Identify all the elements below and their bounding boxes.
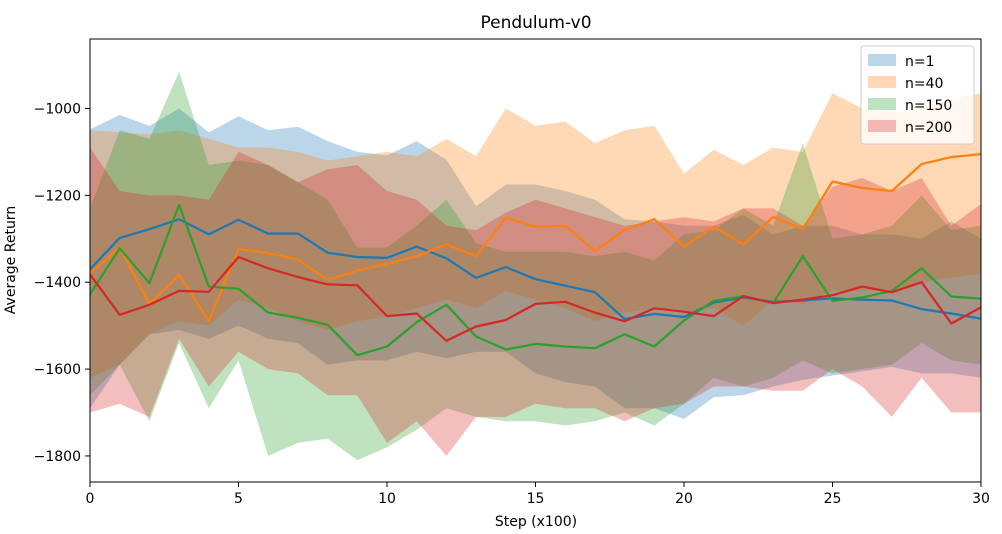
x-tick-label: 20	[675, 491, 693, 507]
confidence-bands	[90, 71, 981, 461]
x-tick-label: 15	[527, 491, 545, 507]
legend-label: n=1	[905, 54, 935, 70]
band-series-2	[90, 71, 981, 461]
line-series-1	[90, 153, 981, 323]
x-tick-label: 30	[972, 491, 990, 507]
y-axis-label: Average Return	[3, 206, 19, 314]
y-tick-label: −1200	[34, 188, 81, 204]
legend-label: n=40	[905, 76, 943, 92]
y-tick-label: −1000	[34, 101, 81, 117]
band-series-3	[90, 147, 981, 456]
x-tick-label: 10	[378, 491, 396, 507]
line-series-0	[90, 218, 981, 321]
legend-swatch	[868, 120, 896, 132]
line-series-2	[90, 203, 981, 357]
line-series-3	[90, 255, 981, 342]
band-series-0	[90, 108, 981, 419]
y-tick-label: −1600	[34, 362, 81, 378]
band-series-1	[90, 93, 981, 378]
x-tick-label: 0	[86, 491, 95, 507]
x-axis-label: Step (x100)	[495, 514, 577, 530]
y-axis-ticks: −1800 −1600 −1400 −1200 −1000	[34, 101, 90, 465]
legend-label: n=200	[905, 120, 952, 136]
y-tick-label: −1400	[34, 275, 81, 291]
chart-title: Pendulum-v0	[480, 13, 591, 33]
y-tick-label: −1800	[34, 449, 81, 465]
legend-label: n=150	[905, 98, 952, 114]
x-tick-label: 5	[234, 491, 243, 507]
legend: n=1 n=40 n=150 n=200	[860, 45, 975, 145]
legend-swatch	[868, 54, 896, 66]
x-tick-label: 25	[824, 491, 842, 507]
mean-lines	[90, 153, 981, 357]
legend-box	[860, 45, 975, 145]
legend-swatch	[868, 98, 896, 110]
x-axis-ticks: 0 5 10 15 20 25 30	[86, 482, 990, 507]
legend-swatch	[868, 76, 896, 88]
